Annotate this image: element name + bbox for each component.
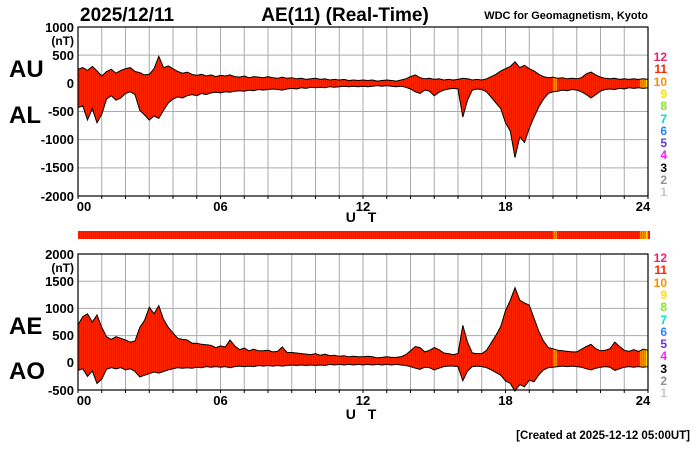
y-axis-unit: (nT) bbox=[51, 261, 74, 275]
legend-level-5: 5 bbox=[660, 136, 667, 151]
legend-level-3: 3 bbox=[660, 361, 667, 376]
x-tick-label: 06 bbox=[213, 393, 228, 408]
legend-level-4: 4 bbox=[660, 349, 667, 364]
legend-level-6: 6 bbox=[660, 123, 667, 138]
y-tick-label: 500 bbox=[52, 47, 74, 63]
x-tick-label: 18 bbox=[498, 393, 513, 408]
x-tick-label: 00 bbox=[76, 199, 92, 214]
y-tick-label: 2000 bbox=[45, 246, 74, 262]
legend-level-1: 1 bbox=[660, 185, 667, 200]
y-tick-label: -2000 bbox=[40, 188, 74, 204]
legend-level-12: 12 bbox=[653, 50, 667, 64]
y-tick-label: 1000 bbox=[45, 300, 74, 316]
legend-level-4: 4 bbox=[660, 148, 667, 163]
legend-level-1: 1 bbox=[660, 386, 667, 401]
series-label-ao: AO bbox=[9, 358, 45, 385]
legend-level-10: 10 bbox=[653, 275, 667, 290]
legend-level-2: 2 bbox=[660, 173, 667, 187]
series-label-au: AU bbox=[9, 56, 44, 83]
legend-level-2: 2 bbox=[660, 374, 667, 388]
y-tick-label: 1000 bbox=[45, 19, 74, 35]
x-tick-label: 12 bbox=[355, 393, 371, 408]
legend-level-7: 7 bbox=[660, 312, 667, 327]
ut-axis-label-top: U T bbox=[345, 209, 381, 225]
plot-title: AE(11) (Real-Time) bbox=[261, 5, 429, 26]
series-label-al: AL bbox=[9, 102, 41, 129]
x-tick-label: 00 bbox=[76, 393, 92, 408]
source-label: WDC for Geomagnetism, Kyoto bbox=[484, 10, 648, 22]
plot-date: 2025/12/11 bbox=[80, 5, 175, 26]
y-tick-label: -1500 bbox=[40, 160, 74, 176]
legend-level-10: 10 bbox=[653, 74, 667, 89]
y-tick-label: -500 bbox=[47, 382, 74, 398]
created-timestamp: [Created at 2025-12-12 05:00UT] bbox=[516, 430, 690, 442]
y-axis-unit: (nT) bbox=[51, 34, 74, 48]
legend-level-9: 9 bbox=[660, 86, 667, 101]
legend-level-3: 3 bbox=[660, 160, 667, 175]
legend-level-8: 8 bbox=[660, 300, 667, 315]
legend-level-7: 7 bbox=[660, 111, 667, 126]
y-tick-label: -1000 bbox=[40, 132, 74, 148]
y-tick-label: 500 bbox=[52, 328, 74, 344]
x-tick-label: 06 bbox=[213, 199, 228, 214]
legend-level-5: 5 bbox=[660, 337, 667, 352]
y-tick-label: 0 bbox=[66, 75, 74, 91]
legend-level-12: 12 bbox=[653, 251, 667, 265]
legend-level-8: 8 bbox=[660, 99, 667, 114]
x-tick-label: 24 bbox=[635, 393, 651, 408]
y-tick-label: 1500 bbox=[45, 273, 74, 289]
x-tick-label: 18 bbox=[498, 199, 513, 214]
legend-level-11: 11 bbox=[654, 263, 667, 278]
legend-level-6: 6 bbox=[660, 324, 667, 339]
series-label-ae: AE bbox=[9, 313, 43, 340]
legend-level-9: 9 bbox=[660, 287, 667, 302]
y-tick-label: -500 bbox=[47, 104, 74, 119]
y-tick-label: 0 bbox=[66, 355, 74, 371]
x-tick-label: 12 bbox=[355, 199, 371, 214]
ut-axis-label-bottom: U T bbox=[345, 406, 381, 422]
legend-level-11: 11 bbox=[654, 62, 667, 77]
x-tick-label: 24 bbox=[635, 199, 651, 214]
